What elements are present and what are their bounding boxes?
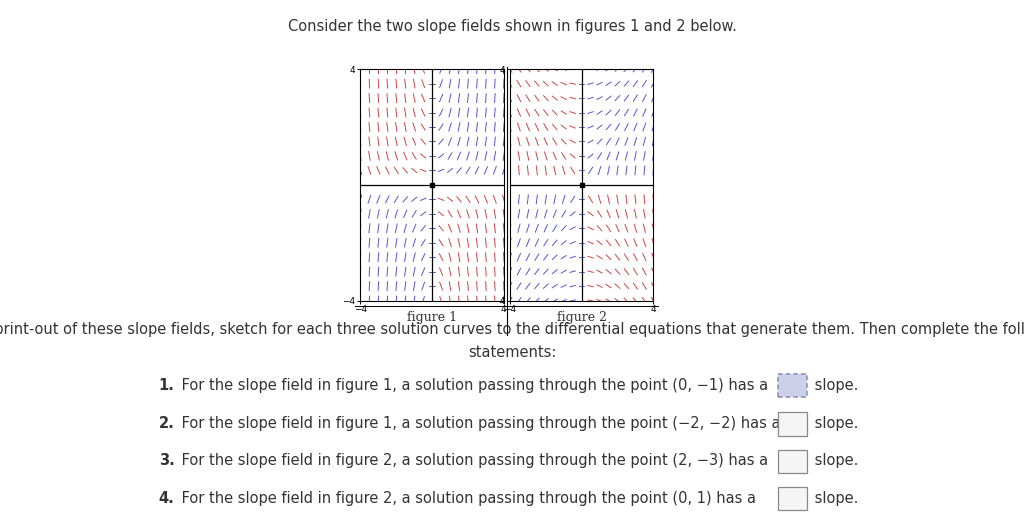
Text: 3.: 3. — [159, 453, 174, 468]
Text: figure 1: figure 1 — [408, 311, 457, 324]
Text: slope.: slope. — [810, 491, 858, 505]
Text: Consider the two slope fields shown in figures 1 and 2 below.: Consider the two slope fields shown in f… — [288, 19, 736, 34]
Text: For the slope field in figure 2, a solution passing through the point (0, 1) has: For the slope field in figure 2, a solut… — [177, 491, 756, 505]
Text: slope.: slope. — [810, 453, 858, 468]
Text: For the slope field in figure 1, a solution passing through the point (−2, −2) h: For the slope field in figure 1, a solut… — [177, 416, 780, 431]
Text: 2.: 2. — [159, 416, 174, 431]
Text: figure 2: figure 2 — [557, 311, 606, 324]
Text: For the slope field in figure 2, a solution passing through the point (2, −3) ha: For the slope field in figure 2, a solut… — [177, 453, 768, 468]
Text: 1.: 1. — [159, 378, 175, 393]
Text: slope.: slope. — [810, 416, 858, 431]
Text: For the slope field in figure 1, a solution passing through the point (0, −1) ha: For the slope field in figure 1, a solut… — [177, 378, 768, 393]
Text: statements:: statements: — [468, 345, 556, 360]
Text: slope.: slope. — [810, 378, 858, 393]
Text: 4.: 4. — [159, 491, 174, 505]
Text: On a print-out of these slope fields, sketch for each three solution curves to t: On a print-out of these slope fields, sk… — [0, 322, 1024, 337]
